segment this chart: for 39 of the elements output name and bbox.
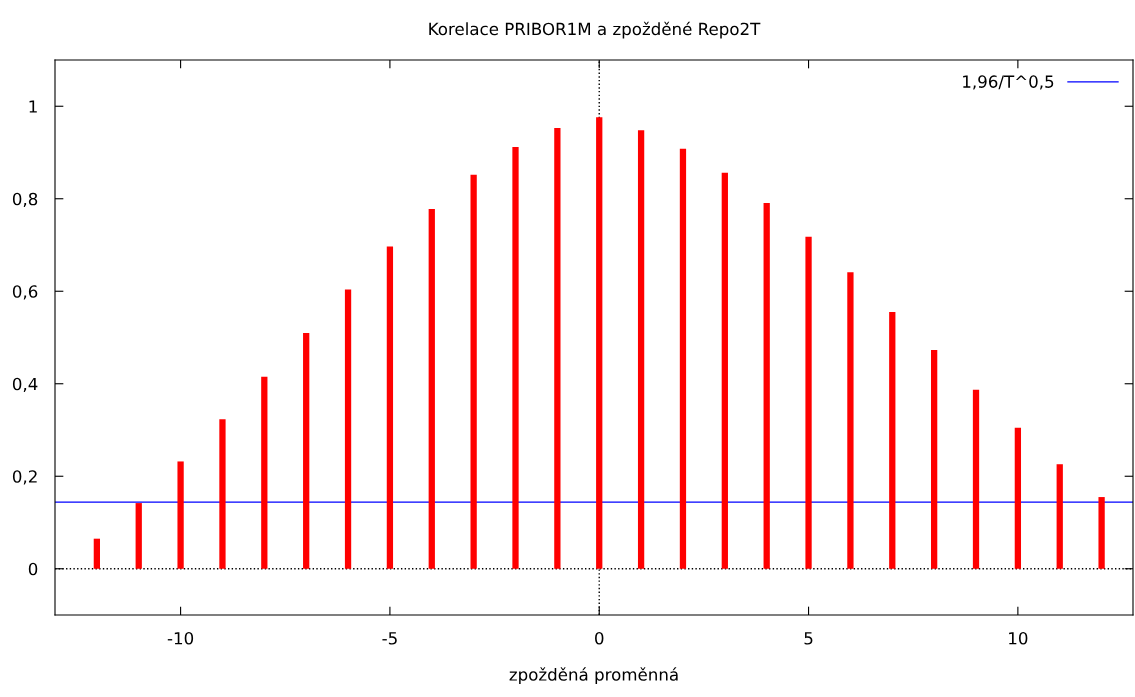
bar: [763, 202, 770, 569]
bar: [470, 174, 477, 569]
bar: [177, 461, 184, 569]
x-tick-label: -10: [167, 631, 194, 645]
bar: [847, 272, 854, 569]
bar: [721, 172, 728, 569]
bar: [261, 376, 268, 569]
x-tick-label: -5: [382, 632, 397, 645]
bar: [972, 389, 980, 569]
bar: [1056, 464, 1063, 569]
bar: [219, 419, 226, 569]
bar: [135, 503, 142, 569]
bar: [386, 246, 394, 569]
bar: [679, 148, 687, 569]
x-axis-title: zpožděná proměnná: [509, 667, 678, 685]
x-tick-label: 0: [595, 631, 604, 645]
bar: [344, 289, 352, 569]
bar: [889, 312, 896, 569]
bar: [428, 208, 435, 569]
bar: [554, 127, 561, 569]
x-tick-label: 5: [804, 632, 813, 645]
y-tick-label: 0,4: [12, 377, 38, 393]
y-tick-label: 0: [28, 562, 38, 576]
bar: [303, 332, 310, 569]
legend-label: 1,96/T^0,5: [963, 75, 1054, 90]
x-tick-label: 10: [1009, 631, 1028, 645]
bar: [1098, 497, 1105, 569]
bar: [931, 349, 938, 569]
bar: [637, 130, 645, 569]
bar: [93, 538, 100, 569]
bar: [1014, 427, 1022, 569]
chart-title: Korelace PRIBOR1M a zpožděné Repo2T: [429, 21, 761, 39]
bar: [805, 236, 812, 569]
y-tick-label: 0,6: [12, 285, 38, 300]
y-tick-label: 0,8: [12, 192, 38, 208]
y-tick-label: 0,2: [12, 470, 37, 485]
bar: [596, 117, 603, 569]
bar: [512, 146, 519, 569]
y-tick-label: 1: [29, 100, 37, 113]
